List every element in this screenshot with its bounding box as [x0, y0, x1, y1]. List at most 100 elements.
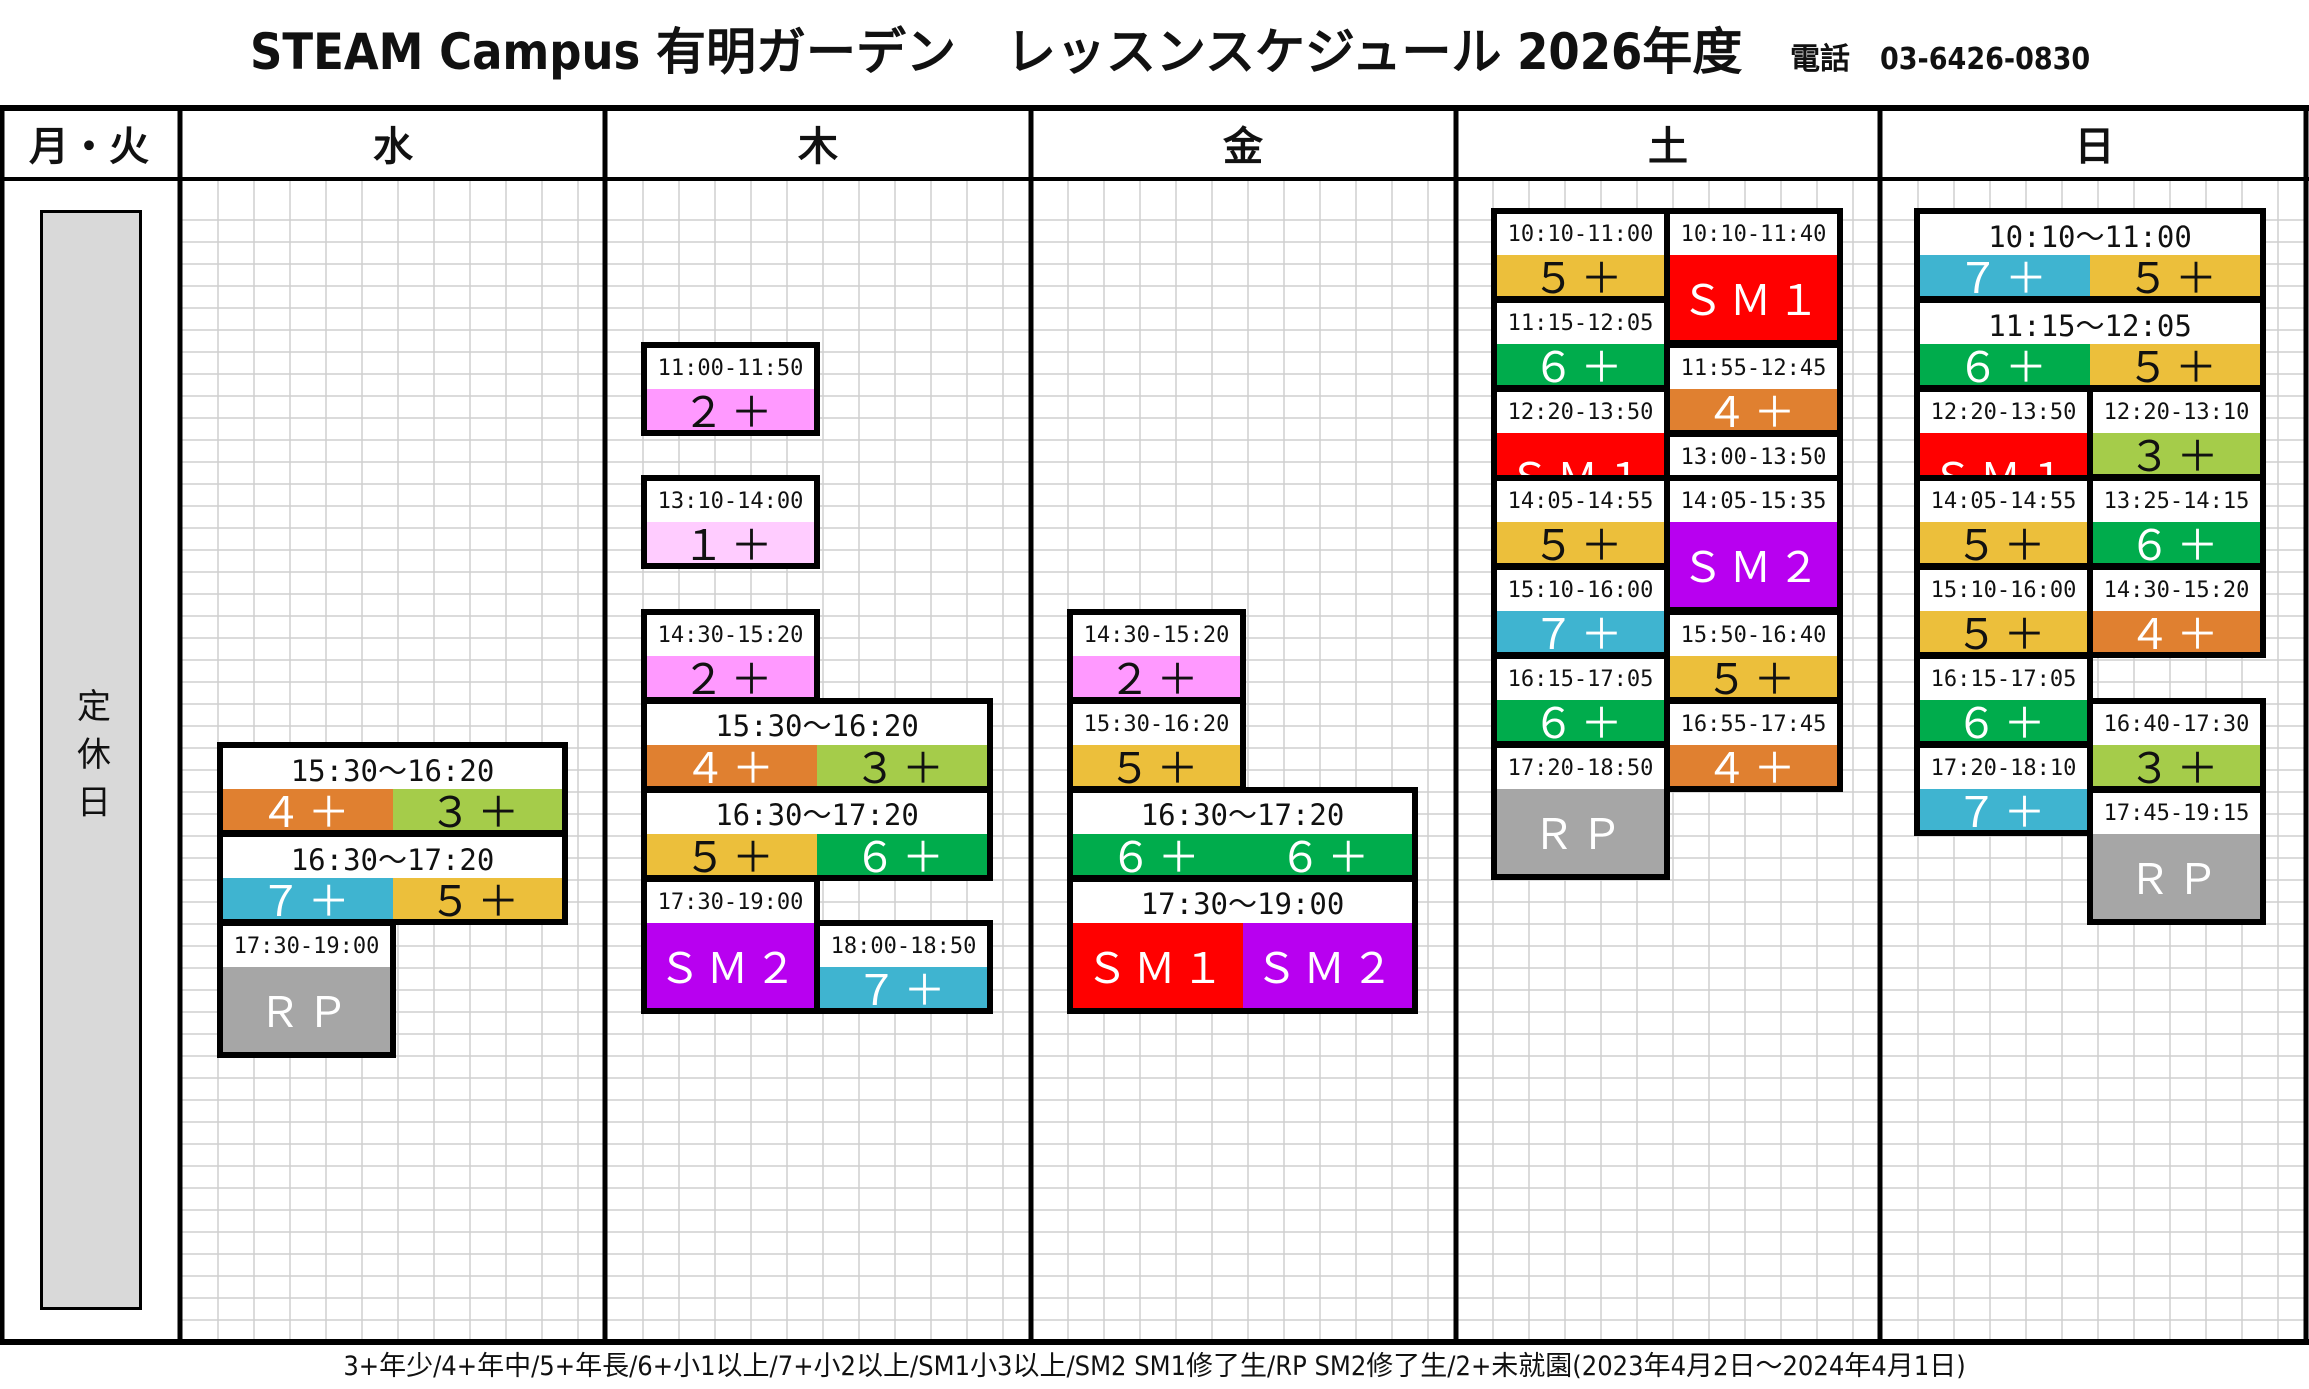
day-header-wed: 水	[373, 124, 413, 170]
class-cell: ７＋	[1920, 254, 2090, 303]
class-cell: ５＋	[1920, 521, 2087, 570]
page-title: STEAM Campus 有明ガーデン レッスンスケジュール 2026年度	[250, 23, 1743, 81]
lesson-block-thu: 18:00-18:50 ７＋	[814, 920, 993, 1015]
lesson-time: 16:40-17:30	[2103, 711, 2250, 737]
lesson-block-sat: 17:20-18:50 ＲＰ	[1491, 742, 1670, 880]
schedule-grid: 月・火 水 木 金 土 日 定休日 15:30～16:20 ４＋ ３＋ 16:30～1…	[0, 105, 2309, 1345]
class-cell: ２＋	[1073, 655, 1240, 704]
lesson-time: 12:20-13:10	[2103, 400, 2250, 425]
lesson-block-thu: 17:30-19:00 ＳＭ２	[641, 875, 820, 1014]
lesson-time: 11:00-11:50	[657, 355, 804, 381]
lesson-block-wed: 15:30～16:20 ４＋ ３＋	[217, 742, 568, 837]
lesson-block-sat: 16:55-17:45 ４＋	[1664, 697, 1843, 793]
class-cell: ５＋	[1920, 610, 2087, 659]
lesson-time: 15:50-16:40	[1680, 622, 1827, 648]
class-cell: ５＋	[1497, 254, 1664, 303]
lesson-time: 17:45-19:15	[2103, 800, 2250, 826]
class-cell: ６＋	[1920, 699, 2087, 748]
class-cell: ５＋	[2090, 254, 2260, 303]
lesson-time: 10:10-11:00	[1507, 222, 1654, 247]
lesson-block-sun: 16:15-17:05 ６＋	[1914, 653, 2093, 748]
lesson-time: 11:15-12:05	[1507, 311, 1654, 336]
lesson-time: 16:15-17:05	[1930, 667, 2077, 692]
lesson-block-fri: 17:30～19:00 ＳＭ１ ＳＭ２	[1067, 875, 1418, 1014]
lesson-time: 14:30-15:20	[2103, 578, 2250, 603]
day-header-mon-tue: 月・火	[29, 124, 149, 170]
class-cell: ５＋	[2090, 343, 2260, 392]
class-cell: ７＋	[1920, 788, 2087, 837]
class-cell: ７＋	[820, 966, 987, 1015]
class-cell: ６＋	[1920, 343, 2090, 392]
lesson-block-thu: 13:10-14:00 １＋	[641, 475, 820, 570]
lesson-block-wed: 17:30-19:00 ＲＰ	[217, 920, 396, 1058]
day-header-sun: 日	[2074, 124, 2115, 170]
class-cell: ４＋	[223, 788, 393, 837]
class-cell: ３＋	[2093, 432, 2260, 481]
lesson-time: 14:05-14:55	[1930, 489, 2077, 514]
lesson-time: 17:20-18:50	[1507, 756, 1654, 781]
day-header-fri: 金	[1223, 124, 1263, 170]
lesson-block-thu: 15:30～16:20 ４＋ ３＋	[641, 697, 993, 793]
class-cell: １＋	[647, 521, 814, 570]
lesson-block-sat: 10:10-11:40 ＳＭ１	[1664, 208, 1843, 346]
class-cell: ＳＭ２	[647, 922, 814, 1008]
lesson-block-sun: 14:30-15:20 ４＋	[2087, 564, 2266, 659]
closed-day-label: 定休日	[70, 688, 111, 832]
lesson-block-thu: 16:30～17:20 ５＋ ６＋	[641, 786, 993, 882]
lesson-time: 16:30～17:20	[1140, 798, 1345, 832]
title-bar: STEAM Campus 有明ガーデン レッスンスケジュール 2026年度 電話…	[0, 0, 2309, 105]
class-cell: ５＋	[1497, 521, 1664, 570]
class-cell: ＲＰ	[1497, 789, 1664, 874]
class-cell: ５＋	[1670, 655, 1837, 704]
lesson-time: 14:30-15:20	[1083, 622, 1230, 648]
class-cell: ６＋	[817, 833, 987, 882]
lesson-time: 14:30-15:20	[657, 622, 804, 648]
class-cell: ＲＰ	[2093, 833, 2260, 919]
lesson-block-sat: 14:05-15:35 ＳＭ２	[1664, 475, 1843, 613]
lesson-time: 16:55-17:45	[1680, 711, 1827, 737]
lesson-block-fri: 15:30-16:20 ５＋	[1067, 697, 1246, 793]
lesson-time: 12:20-13:50	[1930, 400, 2077, 425]
lesson-block-sat: 16:15-17:05 ６＋	[1491, 653, 1670, 748]
lesson-block-thu: 11:00-11:50 ２＋	[641, 341, 820, 437]
lesson-time: 17:20-18:10	[1930, 756, 2077, 781]
lesson-time: 13:10-14:00	[657, 489, 804, 514]
class-cell: ＳＭ１	[1073, 922, 1243, 1008]
lesson-time: 11:15～12:05	[1988, 308, 2192, 343]
lesson-block-sun: 14:05-14:55 ５＋	[1914, 475, 2093, 570]
lesson-block-fri: 14:30-15:20 ２＋	[1067, 608, 1246, 704]
class-cell: ６＋	[2093, 521, 2260, 570]
lesson-time: 14:05-14:55	[1507, 489, 1654, 514]
lesson-block-sun: 16:40-17:30 ３＋	[2087, 697, 2266, 793]
lesson-block-sat: 15:10-16:00 ７＋	[1491, 564, 1670, 659]
phone-number: 電話 03-6426-0830	[1790, 42, 2091, 77]
lesson-time: 15:10-16:00	[1507, 578, 1654, 603]
lesson-time: 17:30-19:00	[233, 934, 380, 959]
day-header-thu: 木	[798, 124, 838, 170]
lesson-block-thu: 14:30-15:20 ２＋	[641, 608, 820, 704]
class-legend-footer: 3+年少/4+年中/5+年長/6+小1以上/7+小2以上/SM1小3以上/SM2…	[343, 1351, 1966, 1382]
lesson-block-sat: 15:50-16:40 ５＋	[1664, 608, 1843, 704]
class-cell: ＲＰ	[223, 967, 390, 1052]
lesson-block-sun: 12:20-13:10 ３＋	[2087, 386, 2266, 481]
lesson-time: 18:00-18:50	[830, 934, 977, 959]
class-cell: ６＋	[1497, 699, 1664, 748]
class-cell: ５＋	[647, 833, 817, 882]
class-cell: ２＋	[647, 388, 814, 437]
class-cell: ４＋	[647, 744, 817, 793]
lesson-block-sat: 11:15-12:05 ６＋	[1491, 297, 1670, 392]
lesson-block-sun: 15:10-16:00 ５＋	[1914, 564, 2093, 659]
class-cell: ７＋	[223, 877, 393, 926]
lesson-time: 10:10～11:00	[1988, 219, 2192, 254]
lesson-block-sun: 17:45-19:15 ＲＰ	[2087, 786, 2266, 925]
lesson-block-sun: 17:20-18:10 ７＋	[1914, 742, 2093, 837]
lesson-time: 14:05-15:35	[1680, 489, 1827, 514]
class-cell: ３＋	[2093, 744, 2260, 793]
class-cell: ６＋	[1242, 833, 1412, 882]
lesson-time: 16:30～17:20	[290, 842, 495, 877]
closed-day-bar: 定休日	[40, 210, 142, 1310]
lesson-block-sun: 10:10～11:00 ７＋ ５＋	[1914, 208, 2266, 303]
lesson-time: 17:30～19:00	[1140, 887, 1345, 921]
class-cell: ６＋	[1073, 833, 1243, 882]
lesson-time: 12:20-13:50	[1507, 400, 1654, 425]
